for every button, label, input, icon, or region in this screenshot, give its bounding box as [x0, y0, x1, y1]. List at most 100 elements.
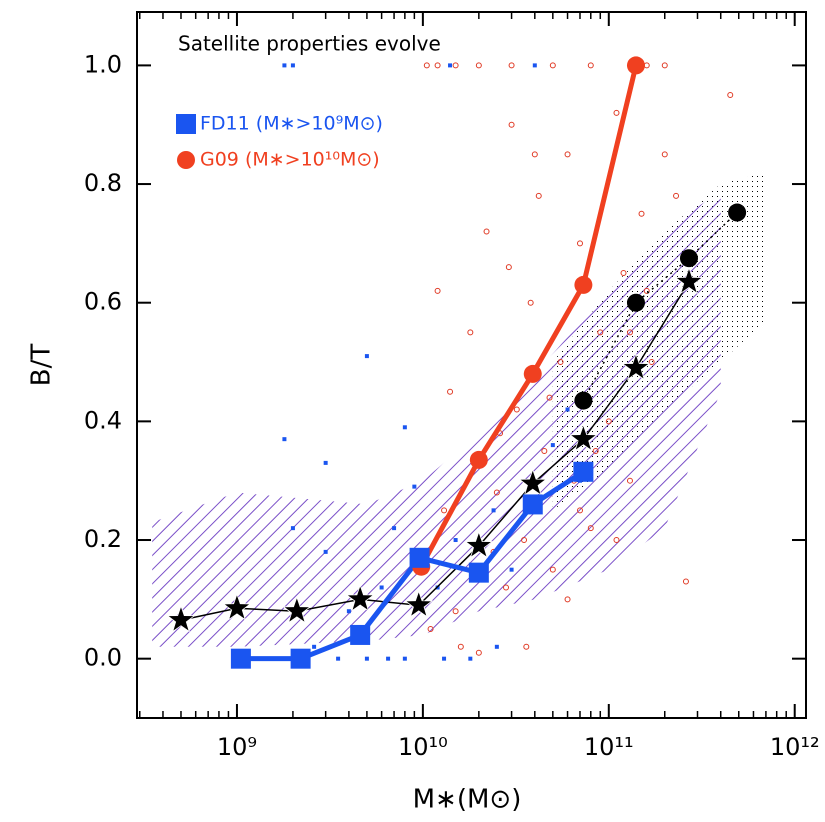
y-tick-label: 0.8 [84, 169, 122, 197]
point [468, 656, 473, 661]
point [509, 567, 514, 572]
marker [674, 266, 704, 295]
point [661, 151, 668, 158]
point [491, 508, 496, 513]
marker [621, 352, 651, 381]
marker [574, 391, 593, 410]
point [648, 359, 655, 366]
y-tick-label: 1.0 [84, 50, 122, 78]
y-tick-label: 0.0 [84, 644, 122, 672]
marker [523, 364, 542, 383]
point [661, 62, 668, 69]
point [523, 643, 530, 650]
marker [230, 648, 251, 669]
point [364, 354, 369, 359]
x-tick-label: 10¹¹ [584, 733, 634, 761]
point [457, 643, 464, 650]
legend-label: G09 (M∗>10¹⁰M⊙) [200, 149, 380, 171]
point [452, 608, 459, 615]
point [503, 584, 510, 591]
point [521, 537, 528, 544]
point [427, 626, 434, 633]
y-tick-label: 0.2 [84, 525, 122, 553]
point [392, 526, 397, 531]
point [557, 359, 564, 366]
point [483, 228, 490, 235]
point [673, 192, 680, 199]
point [527, 299, 534, 306]
marker [282, 595, 312, 624]
legend-label: FD11 (M∗>10⁹M⊙) [200, 113, 383, 135]
legend-marker [177, 151, 195, 169]
point [290, 526, 295, 531]
marker [290, 648, 311, 669]
point [290, 63, 295, 68]
point [453, 538, 458, 543]
point [565, 407, 570, 412]
point [442, 656, 447, 661]
point [549, 62, 556, 69]
x-tick-label: 10¹⁰ [398, 733, 448, 761]
band [152, 189, 721, 647]
y-tick-label: 0.6 [84, 288, 122, 316]
point [620, 270, 627, 277]
point [505, 264, 512, 271]
point [323, 460, 328, 465]
point [434, 287, 441, 294]
point [402, 656, 407, 661]
point [475, 62, 482, 69]
point [626, 329, 633, 336]
point [493, 489, 500, 496]
y-tick-label: 0.4 [84, 406, 122, 434]
point [587, 525, 594, 532]
point [532, 63, 537, 68]
point [402, 425, 407, 430]
marker [573, 461, 594, 482]
marker [345, 584, 375, 612]
marker [574, 275, 593, 294]
point [467, 329, 474, 336]
marker [518, 468, 548, 496]
point [346, 609, 351, 614]
marker [522, 494, 543, 515]
point [448, 63, 453, 68]
band [552, 172, 766, 511]
point [535, 192, 542, 199]
point [626, 477, 633, 484]
point [587, 62, 594, 69]
point [475, 649, 482, 656]
point [364, 656, 369, 661]
point [434, 62, 441, 69]
point [494, 644, 499, 649]
point [592, 448, 599, 455]
point [638, 210, 645, 217]
plot-frame [136, 11, 807, 719]
point [513, 406, 520, 413]
point [546, 394, 553, 401]
marker [679, 249, 698, 268]
marker [469, 450, 488, 469]
series-line [582, 211, 738, 401]
point [386, 656, 391, 661]
annotation: Satellite properties evolve [178, 32, 441, 56]
point [323, 549, 328, 554]
point [379, 585, 384, 590]
point [613, 109, 620, 116]
point [576, 507, 583, 514]
point [282, 437, 287, 442]
point [447, 388, 454, 395]
y-axis-label: B/T [27, 344, 57, 387]
point [643, 287, 650, 294]
point [423, 62, 430, 69]
point [613, 537, 620, 544]
marker [166, 604, 196, 633]
point [564, 151, 571, 158]
point [643, 62, 650, 69]
point [312, 644, 317, 649]
point [452, 62, 459, 69]
marker [404, 590, 434, 618]
marker [350, 624, 371, 645]
point [531, 151, 538, 158]
point [336, 656, 341, 661]
